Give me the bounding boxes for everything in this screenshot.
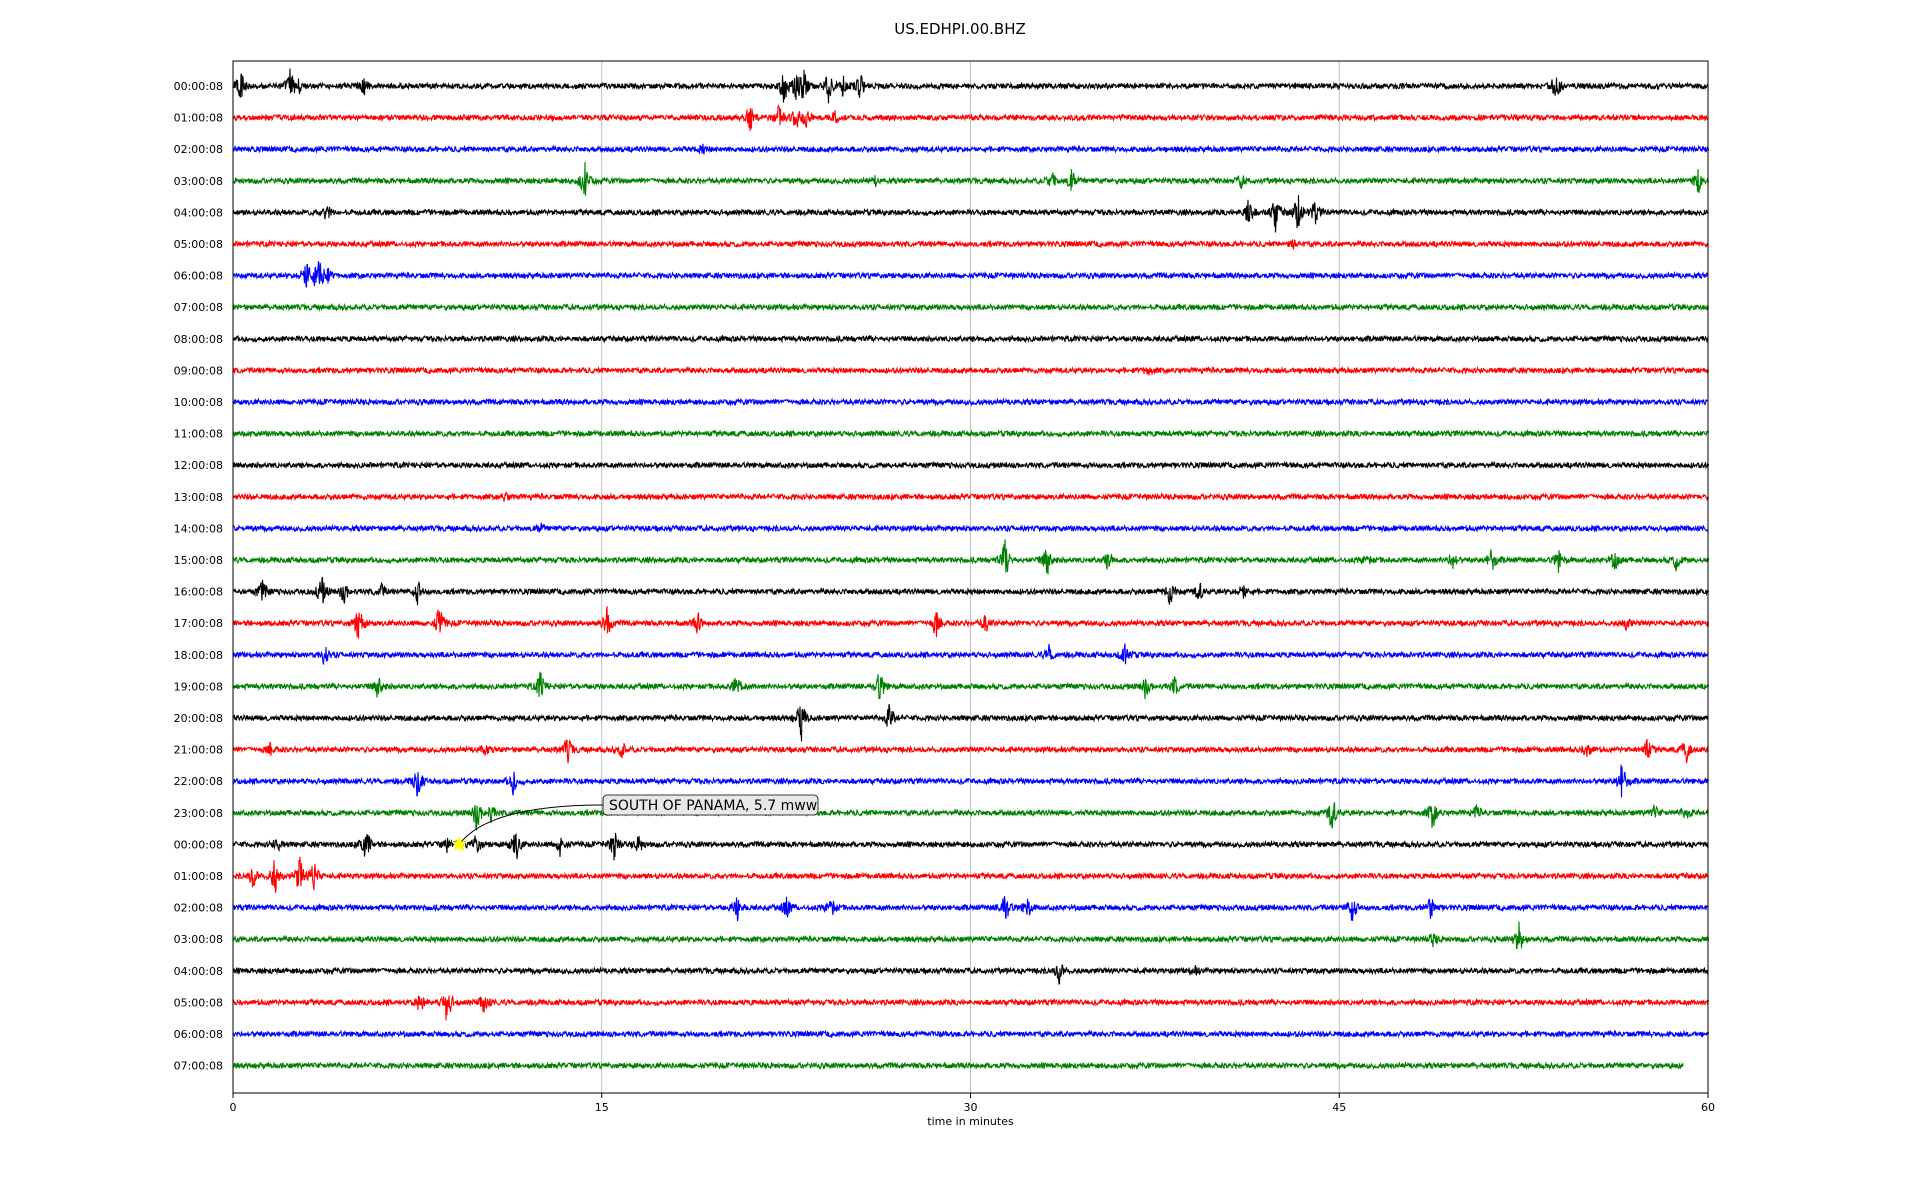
row-time-label: 17:00:08: [174, 617, 223, 630]
trace-line: [232, 802, 1709, 832]
row-time-label: 05:00:08: [174, 996, 223, 1009]
trace-line: [232, 964, 1709, 985]
row-time-label: 09:00:08: [174, 364, 223, 377]
trace-line: [232, 491, 1710, 503]
row-time-label: 05:00:08: [174, 238, 223, 251]
event-star-marker: [450, 835, 468, 852]
trace-line: [232, 994, 1710, 1021]
trace-line: [232, 671, 1710, 700]
x-tick-label: 45: [1332, 1101, 1346, 1114]
annotation-box: [602, 794, 819, 816]
chart-title: US.EDHPI.00.BHZ: [894, 20, 1026, 38]
row-time-label: 18:00:08: [174, 649, 223, 662]
row-time-label: 22:00:08: [174, 775, 223, 788]
row-time-label: 07:00:08: [174, 1060, 223, 1073]
trace-line: [232, 261, 1709, 288]
row-time-label: 02:00:08: [174, 902, 223, 915]
trace-line: [232, 764, 1710, 798]
row-time-label: 01:00:08: [174, 870, 223, 883]
trace-line: [232, 334, 1709, 344]
trace-line: [232, 921, 1710, 950]
x-tick-label: 60: [1701, 1101, 1715, 1114]
x-axis-label: time in minutes: [927, 1115, 1014, 1128]
trace-line: [232, 738, 1709, 764]
trace-line: [232, 365, 1710, 376]
row-time-label: 02:00:08: [174, 143, 223, 156]
row-time-label: 12:00:08: [174, 459, 223, 472]
row-time-label: 21:00:08: [174, 744, 223, 757]
row-time-label: 20:00:08: [174, 712, 223, 725]
trace-line: [232, 161, 1710, 196]
trace-line: [232, 68, 1709, 104]
row-time-label: 10:00:08: [174, 396, 223, 409]
trace-line: [232, 1029, 1710, 1039]
row-time-label: 16:00:08: [174, 586, 223, 599]
trace-line: [232, 832, 1709, 861]
trace-line: [232, 302, 1710, 312]
trace-line: [232, 428, 1710, 439]
trace-line: [232, 704, 1709, 742]
row-time-label: 11:00:08: [174, 428, 223, 441]
annotation-arrow: [458, 804, 604, 845]
row-time-label: 08:00:08: [174, 333, 223, 346]
trace-line: [232, 239, 1709, 250]
trace-line: [232, 143, 1710, 155]
row-time-label: 13:00:08: [174, 491, 223, 504]
row-time-label: 07:00:08: [174, 301, 223, 314]
row-time-label: 03:00:08: [174, 175, 223, 188]
trace-line: [232, 104, 1709, 132]
row-time-label: 00:00:08: [174, 838, 223, 851]
row-time-label: 04:00:08: [174, 965, 223, 978]
row-time-label: 19:00:08: [174, 680, 223, 693]
trace-line: [232, 539, 1710, 575]
trace-line: [232, 643, 1709, 665]
trace-line: [232, 397, 1709, 407]
row-time-label: 06:00:08: [174, 270, 223, 283]
trace-line: [232, 1060, 1684, 1071]
row-time-label: 04:00:08: [174, 206, 223, 219]
row-time-label: 15:00:08: [174, 554, 223, 567]
x-tick-label: 0: [230, 1101, 237, 1114]
annotation-label: SOUTH OF PANAMA, 5.7 mww: [609, 798, 817, 814]
row-time-label: 00:00:08: [174, 80, 223, 93]
row-time-label: 01:00:08: [174, 112, 223, 125]
row-time-label: 23:00:08: [174, 807, 223, 820]
row-time-label: 03:00:08: [174, 933, 223, 946]
trace-line: [232, 195, 1709, 233]
trace-line: [232, 460, 1710, 470]
trace-line: [232, 896, 1709, 922]
row-time-label: 06:00:08: [174, 1028, 223, 1041]
x-tick-label: 15: [595, 1101, 609, 1114]
trace-line: [232, 577, 1710, 606]
trace-line: [232, 522, 1709, 534]
row-time-label: 14:00:08: [174, 522, 223, 535]
x-tick-label: 30: [964, 1101, 978, 1114]
trace-line: [232, 856, 1709, 893]
trace-line: [232, 606, 1710, 639]
